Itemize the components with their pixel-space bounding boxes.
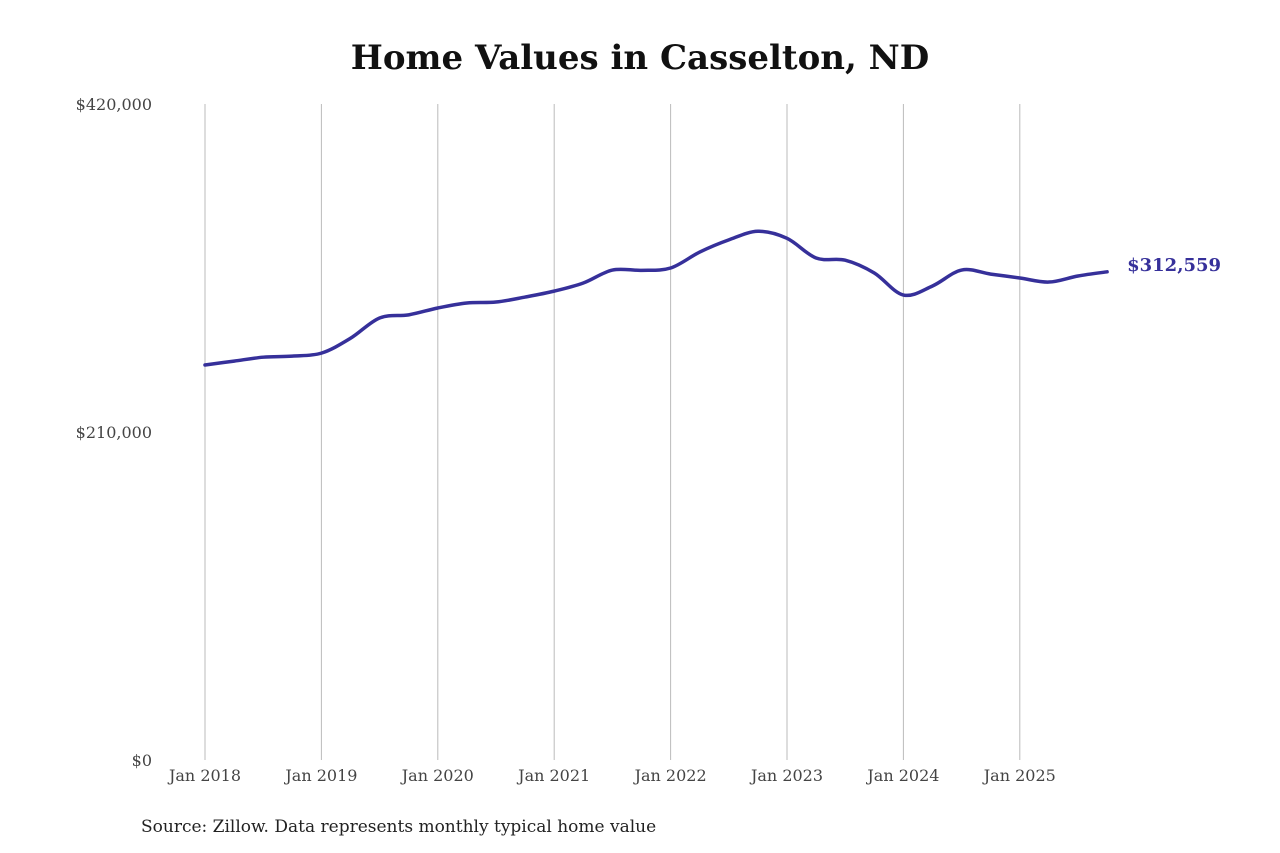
y-tick-label: $0 xyxy=(132,751,152,770)
x-tick-label: Jan 2022 xyxy=(633,766,707,785)
y-tick-label: $420,000 xyxy=(76,95,152,114)
x-tick-label: Jan 2021 xyxy=(516,766,590,785)
x-tick-label: Jan 2025 xyxy=(982,766,1056,785)
x-tick-label: Jan 2023 xyxy=(749,766,823,785)
x-tick-label: Jan 2019 xyxy=(283,766,357,785)
y-tick-label: $210,000 xyxy=(76,423,152,442)
chart-title: Home Values in Casselton, ND xyxy=(350,38,930,78)
x-tick-label: Jan 2024 xyxy=(865,766,939,785)
source-note: Source: Zillow. Data represents monthly … xyxy=(141,817,657,837)
end-value-label: $312,559 xyxy=(1127,255,1221,276)
x-tick-label: Jan 2020 xyxy=(400,766,474,785)
series-line xyxy=(203,229,1109,367)
x-tick-label: Jan 2018 xyxy=(167,766,241,785)
